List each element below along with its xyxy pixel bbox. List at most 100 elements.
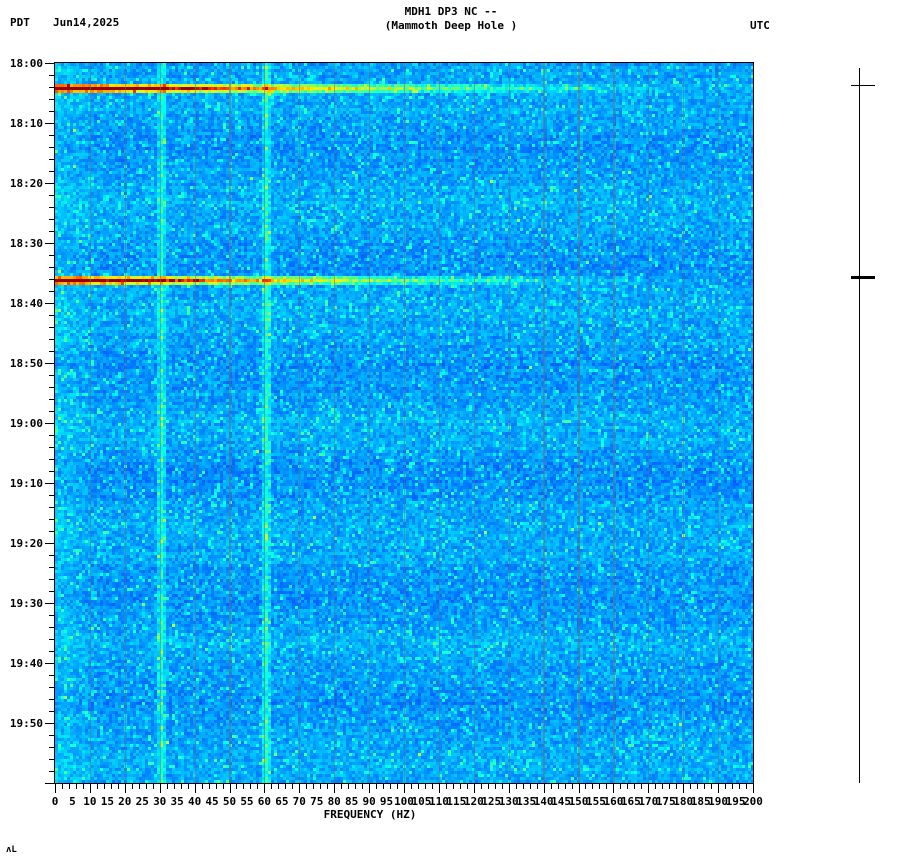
y-axis-left-minor-tick bbox=[49, 279, 55, 280]
x-axis-minor-tick bbox=[662, 784, 663, 789]
y-axis-left-minor-tick bbox=[49, 315, 55, 316]
x-axis-minor-tick bbox=[453, 784, 454, 789]
y-axis-left-minor-tick bbox=[49, 351, 55, 352]
page-title: MDH1 DP3 NC -- bbox=[404, 5, 498, 18]
x-axis-label: 40 bbox=[187, 795, 202, 808]
y-axis-left-major-tick bbox=[45, 423, 55, 424]
plot-border-top bbox=[54, 62, 754, 63]
x-axis-minor-tick bbox=[83, 784, 84, 789]
y-axis-left-minor-tick bbox=[49, 435, 55, 436]
y-axis-left-minor-tick bbox=[49, 747, 55, 748]
x-axis-minor-tick bbox=[97, 784, 98, 789]
x-axis-major-tick bbox=[718, 784, 719, 793]
y-axis-left-minor-tick bbox=[49, 771, 55, 772]
y-axis-left-minor-tick bbox=[49, 207, 55, 208]
y-axis-left-major-tick bbox=[45, 483, 55, 484]
x-axis-label: 155 bbox=[586, 795, 606, 808]
x-axis-minor-tick bbox=[711, 784, 712, 789]
x-axis-minor-tick bbox=[306, 784, 307, 789]
x-axis-label: 65 bbox=[275, 795, 289, 808]
x-axis-minor-tick bbox=[467, 784, 468, 789]
x-axis-minor-tick bbox=[69, 784, 70, 789]
y-axis-left-label: 19:20 bbox=[9, 537, 43, 550]
x-axis-minor-tick bbox=[481, 784, 482, 789]
x-axis-label: 200 bbox=[743, 795, 763, 808]
y-axis-left-minor-tick bbox=[49, 459, 55, 460]
y-axis-left-pdt: 18:00 18:10 18:20 18:30 18:40 18:50 19:00 19:10… bbox=[0, 0, 55, 864]
header-timezone-pdt: PDT bbox=[10, 16, 30, 29]
y-axis-left-minor-tick bbox=[49, 231, 55, 232]
x-axis-minor-tick bbox=[146, 784, 147, 789]
y-axis-left-minor-tick bbox=[49, 159, 55, 160]
x-axis-minor-tick bbox=[690, 784, 691, 789]
x-axis-minor-tick bbox=[62, 784, 63, 789]
x-axis-major-tick bbox=[509, 784, 510, 793]
x-axis-label: 175 bbox=[655, 795, 676, 808]
x-axis-major-tick bbox=[613, 784, 614, 793]
x-axis-minor-tick bbox=[285, 784, 286, 789]
x-axis-label: 135 bbox=[516, 795, 537, 808]
y-axis-left-minor-tick bbox=[49, 147, 55, 148]
x-axis-minor-tick bbox=[139, 784, 140, 789]
y-axis-left-minor-tick bbox=[49, 219, 55, 220]
x-axis-minor-tick bbox=[76, 784, 77, 789]
y-axis-left-minor-tick bbox=[49, 447, 55, 448]
x-axis-minor-tick bbox=[313, 784, 314, 789]
x-axis-minor-tick bbox=[558, 784, 559, 789]
x-axis-minor-tick bbox=[132, 784, 133, 789]
y-axis-left-minor-tick bbox=[49, 579, 55, 580]
x-axis-label: 130 bbox=[498, 795, 519, 808]
x-axis-minor-tick bbox=[111, 784, 112, 789]
x-axis-minor-tick bbox=[599, 784, 600, 789]
amplitude-scale-bar bbox=[859, 68, 860, 783]
x-axis-label: 105 bbox=[411, 795, 432, 808]
x-axis-minor-tick bbox=[327, 784, 328, 789]
x-axis-major-tick bbox=[648, 784, 649, 793]
x-axis-minor-tick bbox=[676, 784, 677, 789]
x-axis-minor-tick bbox=[153, 784, 154, 789]
x-axis-major-tick bbox=[299, 784, 300, 793]
x-axis-label: 185 bbox=[690, 795, 711, 808]
x-axis-minor-tick bbox=[181, 784, 182, 789]
x-axis-minor-tick bbox=[362, 784, 363, 789]
x-axis-label: 100 bbox=[394, 795, 414, 808]
header-timezone-utc: UTC bbox=[750, 19, 770, 32]
x-axis-minor-tick bbox=[634, 784, 635, 789]
y-axis-left-major-tick bbox=[45, 543, 55, 544]
y-axis-left-label: 18:50 bbox=[9, 357, 43, 370]
x-axis-major-tick bbox=[160, 784, 161, 793]
x-axis-minor-tick bbox=[551, 784, 552, 789]
x-axis-minor-tick bbox=[585, 784, 586, 789]
y-axis-left-minor-tick bbox=[49, 411, 55, 412]
x-axis-minor-tick bbox=[516, 784, 517, 789]
x-axis-minor-tick bbox=[502, 784, 503, 789]
y-axis-left-minor-tick bbox=[49, 111, 55, 112]
x-axis-label: 50 bbox=[222, 795, 237, 808]
y-axis-left-minor-tick bbox=[49, 399, 55, 400]
x-axis-label: 5 bbox=[69, 795, 76, 808]
page-subtitle: (Mammoth Deep Hole ) bbox=[384, 19, 518, 32]
x-axis-label: 75 bbox=[310, 795, 324, 808]
x-axis-major-tick bbox=[579, 784, 580, 793]
x-axis-minor-tick bbox=[209, 784, 210, 789]
x-axis-minor-tick bbox=[174, 784, 175, 789]
x-axis-label: 195 bbox=[725, 795, 746, 808]
y-axis-left-minor-tick bbox=[49, 87, 55, 88]
x-axis-minor-tick bbox=[460, 784, 461, 789]
x-axis-minor-tick bbox=[383, 784, 384, 789]
x-axis-minor-tick bbox=[627, 784, 628, 789]
y-axis-left-minor-tick bbox=[49, 651, 55, 652]
x-axis-label: 110 bbox=[428, 795, 449, 808]
x-axis-minor-tick bbox=[341, 784, 342, 789]
x-axis-minor-tick bbox=[655, 784, 656, 789]
y-axis-left-minor-tick bbox=[49, 699, 55, 700]
y-axis-left-minor-tick bbox=[49, 495, 55, 496]
x-axis-label: 125 bbox=[481, 795, 502, 808]
y-axis-left-label: 19:30 bbox=[9, 597, 43, 610]
y-axis-left-label: 19:50 bbox=[9, 717, 43, 730]
y-axis-left-label: 18:40 bbox=[9, 297, 43, 310]
y-axis-left-minor-tick bbox=[49, 711, 55, 712]
x-axis-minor-tick bbox=[236, 784, 237, 789]
y-axis-left-minor-tick bbox=[49, 735, 55, 736]
y-axis-left-major-tick bbox=[45, 303, 55, 304]
